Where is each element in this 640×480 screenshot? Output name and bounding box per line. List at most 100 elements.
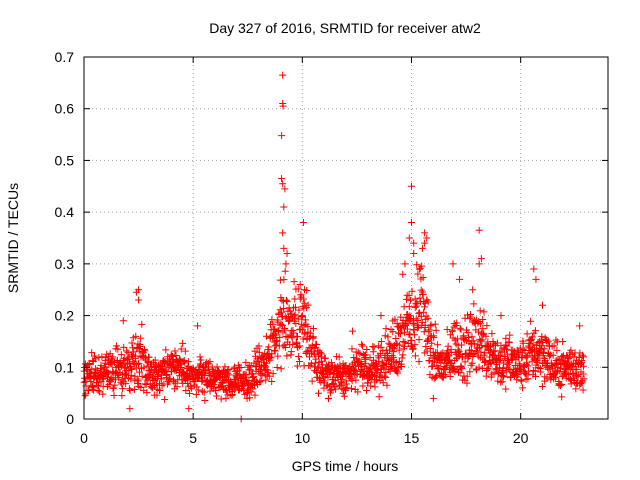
data-point xyxy=(367,382,375,390)
data-point xyxy=(292,319,300,327)
data-point xyxy=(126,387,134,395)
data-point xyxy=(195,375,203,383)
data-point xyxy=(362,355,370,363)
data-point xyxy=(292,338,300,346)
y-tick-label: 0.1 xyxy=(55,359,75,375)
data-point xyxy=(522,371,530,379)
data-point xyxy=(242,358,250,366)
data-point xyxy=(295,357,303,365)
data-point xyxy=(407,296,415,304)
data-point xyxy=(463,372,471,380)
data-point xyxy=(472,365,480,373)
data-point xyxy=(294,285,302,293)
data-point xyxy=(421,229,429,237)
data-point xyxy=(421,324,429,332)
data-point xyxy=(414,316,422,324)
data-point xyxy=(143,389,151,397)
data-point xyxy=(382,325,390,333)
data-point xyxy=(140,363,148,371)
data-point xyxy=(475,363,483,371)
data-point xyxy=(423,336,431,344)
data-point xyxy=(213,363,221,371)
data-point xyxy=(268,350,276,358)
data-point xyxy=(81,392,89,400)
data-point xyxy=(381,372,389,380)
data-point xyxy=(311,344,319,352)
data-point xyxy=(317,357,325,365)
data-point xyxy=(269,320,277,328)
data-point xyxy=(103,373,111,381)
data-point xyxy=(246,394,254,402)
data-point xyxy=(392,339,400,347)
data-point xyxy=(197,356,205,364)
data-point xyxy=(531,327,539,335)
data-point xyxy=(243,378,251,386)
data-point xyxy=(443,347,451,355)
data-point xyxy=(338,372,346,380)
data-point xyxy=(411,352,419,360)
data-point xyxy=(282,296,290,304)
data-point xyxy=(281,267,289,275)
data-point xyxy=(379,379,387,387)
data-point xyxy=(185,405,193,413)
data-point xyxy=(299,302,307,310)
data-point xyxy=(128,365,136,373)
data-point xyxy=(206,387,214,395)
data-point xyxy=(98,353,106,361)
data-point xyxy=(97,361,105,369)
data-point xyxy=(391,315,399,323)
y-tick-label: 0.5 xyxy=(55,152,75,168)
data-point xyxy=(401,338,409,346)
data-point xyxy=(410,331,418,339)
data-point xyxy=(119,317,127,325)
data-point xyxy=(186,390,194,398)
data-point xyxy=(283,250,291,258)
data-point xyxy=(318,350,326,358)
data-point xyxy=(281,185,289,193)
data-point xyxy=(151,356,159,364)
data-point xyxy=(425,357,433,365)
data-point xyxy=(354,348,362,356)
data-point xyxy=(477,337,485,345)
data-point xyxy=(247,388,255,396)
data-point xyxy=(415,358,423,366)
data-point xyxy=(298,312,306,320)
data-point xyxy=(418,262,426,270)
data-point xyxy=(524,362,532,370)
data-point xyxy=(375,393,383,401)
data-point xyxy=(519,339,527,347)
data-point xyxy=(529,340,537,348)
data-point xyxy=(125,385,133,393)
data-point xyxy=(117,351,125,359)
data-point xyxy=(470,300,478,308)
x-tick-label: 5 xyxy=(189,430,197,446)
data-point xyxy=(283,298,291,306)
data-point xyxy=(311,359,319,367)
data-point xyxy=(573,365,581,373)
data-point xyxy=(425,326,433,334)
data-point xyxy=(194,322,202,330)
data-point xyxy=(114,345,122,353)
data-point xyxy=(501,341,509,349)
data-point xyxy=(358,366,366,374)
y-tick-label: 0.3 xyxy=(55,256,75,272)
data-point xyxy=(405,291,413,299)
data-point xyxy=(558,380,566,388)
data-point xyxy=(89,382,97,390)
data-point xyxy=(301,286,309,294)
data-point xyxy=(92,355,100,363)
data-point xyxy=(410,239,418,247)
data-point xyxy=(110,392,118,400)
data-point xyxy=(423,234,431,242)
data-point xyxy=(389,328,397,336)
data-point xyxy=(273,338,281,346)
data-point xyxy=(122,363,130,371)
data-point xyxy=(340,392,348,400)
data-point xyxy=(325,394,333,402)
data-point xyxy=(291,303,299,311)
data-point xyxy=(137,384,145,392)
data-point xyxy=(135,296,143,304)
data-point xyxy=(441,371,449,379)
data-point xyxy=(448,327,456,335)
data-point xyxy=(255,348,263,356)
